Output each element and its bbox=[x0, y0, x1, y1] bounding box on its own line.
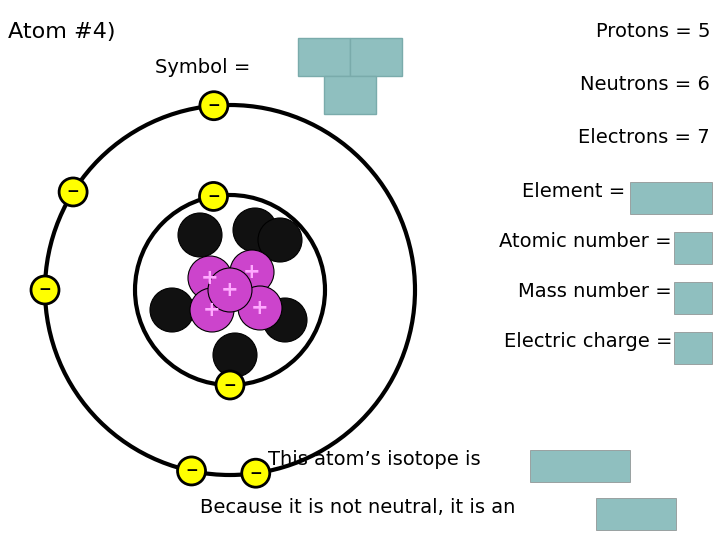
Bar bbox=[630, 182, 712, 214]
Text: −: − bbox=[249, 465, 262, 481]
Text: −: − bbox=[185, 463, 198, 478]
Circle shape bbox=[31, 276, 59, 304]
Text: This atom’s isotope is: This atom’s isotope is bbox=[268, 450, 481, 469]
Text: +: + bbox=[203, 300, 221, 320]
Circle shape bbox=[59, 178, 87, 206]
Text: −: − bbox=[207, 189, 220, 204]
Text: Because it is not neutral, it is an: Because it is not neutral, it is an bbox=[200, 498, 516, 517]
Text: Electrons = 7: Electrons = 7 bbox=[578, 128, 710, 147]
Circle shape bbox=[178, 213, 222, 257]
Circle shape bbox=[213, 333, 257, 377]
Bar bbox=[674, 232, 712, 264]
Circle shape bbox=[190, 288, 234, 332]
Circle shape bbox=[188, 256, 232, 300]
Text: −: − bbox=[39, 282, 51, 298]
Circle shape bbox=[230, 250, 274, 294]
Text: +: + bbox=[243, 262, 261, 282]
Text: Protons = 5: Protons = 5 bbox=[595, 22, 710, 41]
Bar bbox=[350, 38, 402, 76]
Text: Electric charge =: Electric charge = bbox=[503, 332, 672, 351]
Circle shape bbox=[238, 286, 282, 330]
Text: +: + bbox=[251, 298, 269, 318]
Text: +: + bbox=[201, 268, 219, 288]
Circle shape bbox=[208, 268, 252, 312]
Circle shape bbox=[200, 92, 228, 120]
Circle shape bbox=[178, 457, 205, 485]
Bar bbox=[324, 76, 376, 114]
Text: −: − bbox=[67, 185, 79, 199]
Text: +: + bbox=[221, 280, 239, 300]
Circle shape bbox=[242, 459, 270, 487]
Circle shape bbox=[199, 183, 228, 211]
Bar bbox=[596, 498, 676, 530]
Text: −: − bbox=[224, 377, 236, 393]
Text: Atom #4): Atom #4) bbox=[8, 22, 115, 42]
Bar bbox=[674, 282, 712, 314]
Circle shape bbox=[216, 371, 244, 399]
Bar bbox=[530, 450, 630, 482]
Text: Symbol =: Symbol = bbox=[155, 58, 251, 77]
Text: −: − bbox=[207, 98, 220, 113]
Circle shape bbox=[263, 298, 307, 342]
Circle shape bbox=[258, 218, 302, 262]
Bar bbox=[298, 38, 350, 76]
Text: Atomic number =: Atomic number = bbox=[500, 232, 672, 251]
Circle shape bbox=[233, 208, 277, 252]
Bar bbox=[674, 332, 712, 364]
Circle shape bbox=[150, 288, 194, 332]
Text: Neutrons = 6: Neutrons = 6 bbox=[580, 75, 710, 94]
Text: Element =: Element = bbox=[522, 182, 625, 201]
Text: Mass number =: Mass number = bbox=[518, 282, 672, 301]
